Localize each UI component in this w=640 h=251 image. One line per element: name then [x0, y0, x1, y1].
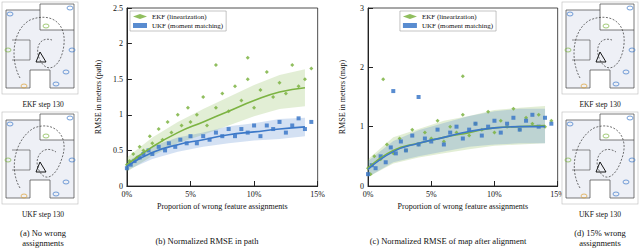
- svg-text:2: 2: [119, 39, 123, 48]
- svg-text:10%: 10%: [487, 190, 502, 199]
- svg-text:UKF (moment matching): UKF (moment matching): [422, 22, 494, 30]
- svg-text:EKF (linearization): EKF (linearization): [152, 13, 207, 21]
- html-text:EKF step 130: EKF step 130: [22, 100, 64, 109]
- svg-text:Proportion of wrong feature as: Proportion of wrong feature assignments: [157, 202, 288, 211]
- svg-text:1: 1: [119, 110, 123, 119]
- svg-text:EKF (linearization): EKF (linearization): [422, 13, 477, 21]
- svg-text:15%: 15%: [310, 190, 325, 199]
- svg-text:0%: 0%: [363, 190, 374, 199]
- svg-text:2.5: 2.5: [113, 4, 123, 13]
- svg-text:UKF (moment matching): UKF (moment matching): [152, 22, 224, 30]
- svg-text:15%: 15%: [550, 189, 565, 199]
- html-text:(c) Normalized RMSE of map aft: (c) Normalized RMSE of map after alignme…: [369, 236, 527, 246]
- svg-text:1: 1: [360, 122, 364, 131]
- svg-text:3: 3: [360, 4, 364, 13]
- svg-text:5%: 5%: [185, 190, 196, 199]
- html-text:(d) 15% wrong assignments: (d) 15% wrong assignments: [574, 228, 626, 248]
- svg-text:Proportion of wrong feature as: Proportion of wrong feature assignments: [398, 202, 529, 211]
- svg-text:1.5: 1.5: [113, 75, 123, 84]
- svg-text:2: 2: [360, 63, 364, 72]
- svg-text:0%: 0%: [122, 190, 133, 199]
- svg-text:0.5: 0.5: [113, 146, 123, 155]
- svg-text:RMSE in meters (map): RMSE in meters (map): [338, 59, 347, 134]
- svg-text:RMSE in meters (path): RMSE in meters (path): [94, 59, 103, 134]
- html-text:UKF step 130: UKF step 130: [22, 210, 64, 219]
- html-text:(a) No wrong assignments: (a) No wrong assignments: [20, 228, 66, 248]
- svg-text:0: 0: [360, 181, 364, 191]
- svg-text:0: 0: [118, 181, 123, 191]
- svg-text:5%: 5%: [426, 190, 437, 199]
- html-text:EKF step 130: EKF step 130: [579, 100, 621, 109]
- svg-text:10%: 10%: [247, 190, 262, 199]
- html-text:(b) Normalized RMSE in path: (b) Normalized RMSE in path: [155, 236, 259, 246]
- html-text:UKF step 130: UKF step 130: [579, 210, 621, 219]
